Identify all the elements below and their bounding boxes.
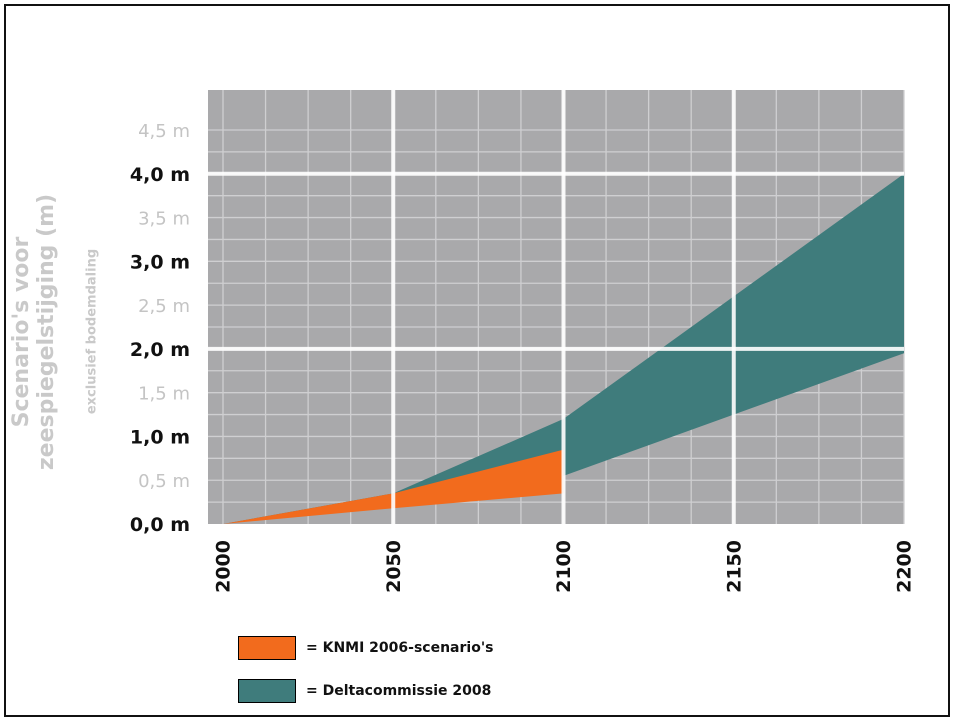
- x-tick-label: 2100: [553, 540, 575, 593]
- y-axis-note: exclusief bodemdaling: [84, 248, 100, 415]
- y-tick-label: 0,0 m: [130, 514, 190, 536]
- legend-swatch-deltacommissie: [238, 679, 296, 703]
- y-axis-title: Scenario's voor zeespiegelstijging (m): [9, 182, 59, 482]
- y-axis-title-line1: Scenario's voor: [9, 236, 34, 428]
- legend-label-knmi: = KNMI 2006-scenario's: [306, 640, 494, 656]
- y-tick-label: 2,0 m: [130, 339, 190, 361]
- y-tick-label: 4,5 m: [138, 121, 190, 142]
- legend-item-deltacommissie: = Deltacommissie 2008: [238, 679, 491, 703]
- legend-swatch-knmi: [238, 636, 296, 660]
- band-knmi-2006-scenario-s: [223, 449, 564, 524]
- x-tick-label: 2200: [894, 540, 916, 593]
- x-tick-label: 2050: [383, 540, 405, 593]
- y-tick-label: 3,0 m: [130, 251, 190, 273]
- y-tick-label: 1,5 m: [138, 384, 190, 405]
- x-tick-label: 2000: [213, 540, 235, 593]
- major-gridlines: [208, 90, 904, 524]
- y-tick-label: 4,0 m: [130, 164, 190, 186]
- chart-frame: [4, 4, 950, 717]
- y-tick-labels: 0,0 m 0,5 m 1,0 m 1,5 m 2,0 m 2,5 m 3,0 m 3,5 m…: [130, 121, 190, 536]
- y-tick-label: 3,5 m: [138, 209, 190, 230]
- legend-item-knmi: = KNMI 2006-scenario's: [238, 636, 493, 660]
- y-tick-label: 1,0 m: [130, 426, 190, 448]
- y-tick-label: 0,5 m: [138, 471, 190, 492]
- y-axis-title-line2: zeespiegelstijging (m): [34, 193, 59, 471]
- x-tick-labels: 2000 2050 2100 2150 2200: [213, 540, 916, 593]
- x-tick-label: 2150: [723, 540, 745, 593]
- y-tick-label: 2,5 m: [138, 296, 190, 317]
- legend-label-deltacommissie: = Deltacommissie 2008: [306, 683, 492, 699]
